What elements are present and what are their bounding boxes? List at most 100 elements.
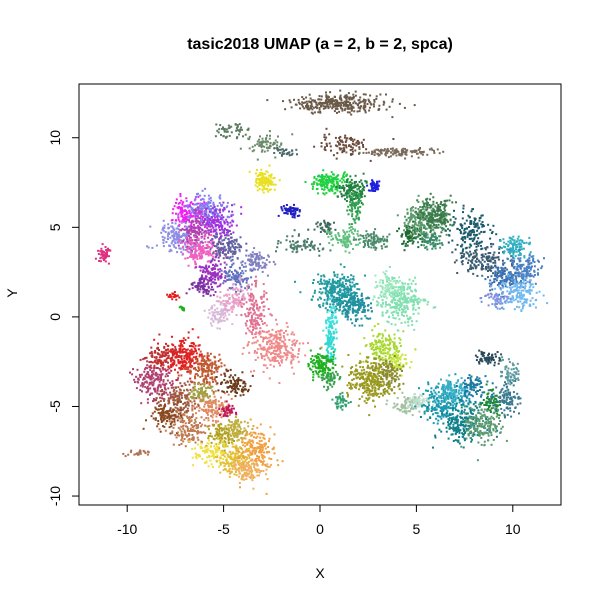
data-point	[513, 308, 516, 311]
data-point	[432, 210, 435, 213]
data-point	[101, 243, 104, 246]
data-point	[345, 200, 348, 202]
data-point	[534, 282, 537, 285]
data-point	[459, 252, 462, 255]
data-point	[518, 250, 520, 253]
data-point	[203, 206, 206, 209]
data-point	[162, 238, 165, 241]
data-point	[272, 141, 275, 144]
data-point	[263, 290, 266, 293]
data-point	[190, 240, 193, 243]
data-point	[335, 104, 337, 107]
data-point	[218, 327, 221, 330]
data-point	[258, 331, 261, 334]
data-point	[298, 102, 301, 105]
data-point	[230, 125, 233, 128]
data-point	[472, 229, 475, 232]
data-point	[509, 247, 512, 250]
data-point	[528, 257, 531, 260]
data-point	[241, 352, 244, 355]
data-point	[323, 183, 326, 186]
data-point	[372, 232, 375, 235]
data-point	[357, 195, 360, 197]
data-point	[203, 309, 206, 312]
data-point	[348, 230, 351, 233]
data-point	[307, 228, 310, 231]
data-point	[424, 246, 427, 249]
data-point	[331, 244, 334, 247]
data-point	[345, 94, 348, 97]
data-point	[440, 220, 443, 223]
data-point	[426, 222, 428, 225]
data-point	[267, 184, 270, 187]
data-point	[290, 354, 293, 357]
data-point	[242, 278, 245, 281]
data-point	[350, 198, 353, 201]
data-point	[492, 253, 495, 256]
data-point	[414, 216, 416, 219]
data-point	[419, 228, 422, 231]
data-point	[423, 244, 425, 247]
data-point	[343, 136, 346, 139]
data-point	[236, 125, 239, 128]
chart-title: tasic2018 UMAP (a = 2, b = 2, spca)	[187, 36, 453, 53]
data-point	[513, 242, 516, 245]
data-point	[350, 98, 353, 101]
data-point	[208, 221, 211, 224]
data-point	[292, 358, 295, 361]
data-point	[292, 342, 295, 345]
data-point	[195, 241, 197, 244]
data-point	[217, 224, 220, 227]
data-point	[346, 237, 349, 240]
data-point	[325, 142, 328, 145]
data-point	[172, 236, 175, 239]
data-point	[428, 204, 431, 206]
data-point	[303, 107, 306, 110]
data-point	[220, 133, 222, 136]
data-point	[226, 302, 229, 305]
data-point	[235, 224, 238, 227]
data-point	[212, 251, 215, 254]
data-point	[273, 147, 276, 150]
data-point	[107, 247, 109, 250]
data-point	[194, 215, 197, 218]
data-point	[199, 224, 202, 227]
data-point	[301, 105, 304, 108]
data-point	[276, 349, 279, 352]
data-point	[306, 105, 309, 108]
data-point	[198, 221, 201, 224]
data-point	[236, 246, 239, 249]
data-point	[522, 279, 525, 282]
data-point	[328, 242, 331, 244]
data-point	[182, 238, 185, 241]
data-point	[480, 240, 483, 243]
data-point	[499, 287, 502, 290]
data-point	[321, 228, 324, 231]
data-point	[205, 270, 208, 273]
data-point	[270, 352, 273, 355]
data-point	[262, 172, 265, 175]
data-point	[228, 225, 231, 228]
data-point	[530, 289, 533, 292]
data-point	[242, 265, 245, 268]
data-point	[480, 300, 483, 303]
data-point	[374, 185, 376, 188]
data-point	[197, 192, 199, 195]
data-point	[194, 198, 197, 201]
data-point	[226, 294, 229, 297]
data-point	[502, 245, 505, 248]
data-point	[406, 236, 409, 239]
data-point	[198, 205, 201, 208]
data-point	[200, 204, 203, 207]
data-point	[365, 236, 368, 239]
data-point	[426, 197, 429, 200]
data-point	[354, 102, 357, 105]
data-point	[207, 236, 210, 239]
data-point	[466, 252, 469, 255]
data-point	[506, 286, 509, 289]
data-point	[358, 201, 360, 204]
data-point	[325, 191, 328, 194]
data-point	[302, 244, 305, 247]
data-point	[259, 178, 262, 181]
